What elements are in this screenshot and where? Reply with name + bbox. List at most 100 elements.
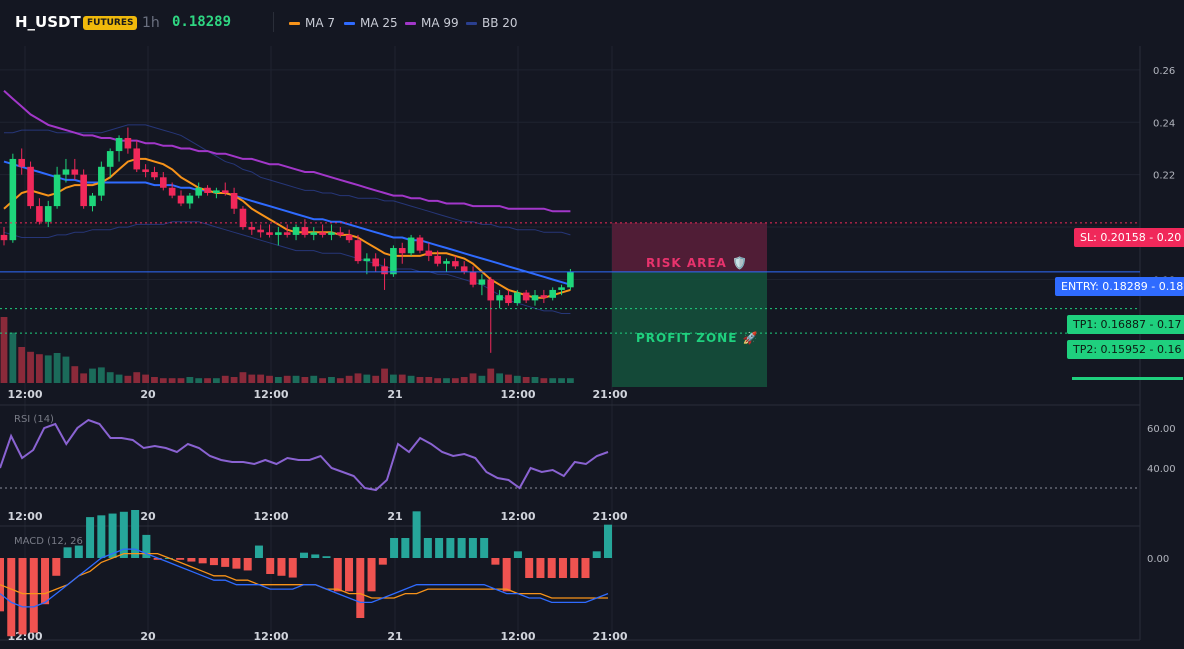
candle-body	[71, 169, 79, 175]
profit-zone-box	[612, 271, 767, 387]
timeframe-label[interactable]: 1h	[142, 15, 160, 31]
volume-bar	[213, 378, 220, 383]
volume-bar	[115, 374, 123, 383]
macd-histogram-bar	[480, 538, 489, 558]
futures-badge: FUTURES	[83, 16, 138, 30]
candle-body	[496, 295, 503, 301]
rsi-tick-label: 40.00	[1147, 464, 1176, 475]
candle-body	[310, 232, 318, 235]
macd-histogram-bar	[570, 558, 579, 578]
macd-histogram-bar	[86, 517, 95, 558]
candle-body	[443, 261, 450, 264]
bb-upper-line	[4, 124, 571, 236]
macd-histogram-bar	[254, 545, 263, 558]
macd-histogram-bar	[7, 558, 16, 637]
candle-body	[460, 266, 468, 272]
volume-bar	[283, 375, 291, 383]
macd-histogram-bar	[52, 558, 61, 576]
time-tick-label: 12:00	[500, 388, 535, 401]
volume-bar	[549, 378, 557, 383]
candle-body	[239, 208, 247, 228]
legend-ma7[interactable]: MA 7	[289, 16, 335, 30]
candle-body	[124, 137, 132, 149]
macd-histogram-bar	[142, 534, 151, 558]
candle-body	[168, 187, 176, 196]
candle-body	[53, 174, 61, 207]
legend-ma25[interactable]: MA 25	[344, 16, 398, 30]
volume-bar	[133, 372, 141, 383]
macd-histogram-bar	[119, 511, 128, 558]
legend-ma99[interactable]: MA 99	[405, 16, 459, 30]
volume-bar	[451, 378, 459, 383]
candle-body	[186, 195, 194, 204]
candle-body	[558, 287, 565, 290]
macd-histogram-bar	[333, 558, 342, 592]
volume-bar	[434, 378, 442, 383]
candle-body	[452, 261, 459, 267]
candle-body	[195, 187, 202, 196]
candle-body	[354, 240, 362, 262]
volume-bar	[398, 374, 406, 383]
ma7-swatch-icon	[289, 21, 300, 25]
rsi-tick-label: 60.00	[1147, 424, 1176, 435]
candle-body	[257, 229, 264, 233]
macd-histogram-bar	[153, 558, 162, 560]
volume-bar	[381, 368, 388, 383]
volume-bar	[9, 332, 17, 383]
volume-bar	[558, 378, 565, 383]
candlesticks	[0, 127, 574, 353]
volume-bar	[266, 375, 273, 383]
candle-body	[319, 232, 326, 235]
candle-body	[514, 292, 521, 304]
legend-bb20[interactable]: BB 20	[466, 16, 518, 30]
candle-body	[115, 137, 123, 152]
trade-levels	[0, 222, 1183, 387]
volume-bar	[62, 356, 70, 383]
volume-bar	[239, 372, 247, 383]
ma99-line	[3, 90, 571, 213]
macd-histogram-bar	[209, 558, 218, 566]
candle-body	[390, 248, 397, 275]
volume-bar	[292, 375, 300, 383]
macd-histogram-bar	[18, 558, 27, 635]
time-tick-label: 21:00	[592, 510, 627, 523]
volume-bar	[469, 373, 477, 383]
macd-histogram-bar	[221, 558, 230, 567]
time-tick-label: 20	[140, 630, 156, 643]
macd-histogram-bar	[502, 558, 511, 592]
time-tick-label: 21:00	[592, 630, 627, 643]
volume-bar	[567, 378, 574, 383]
volume-bar	[36, 354, 43, 383]
tp-marker-bar	[1072, 377, 1183, 380]
macd-panel: 0.00	[0, 510, 1169, 637]
volume-bar	[460, 377, 468, 383]
macd-histogram-bar	[277, 558, 286, 576]
macd-histogram-bar	[412, 511, 421, 558]
volume-bar	[18, 347, 26, 383]
macd-histogram-bar	[176, 558, 185, 560]
tp2-price-label: TP2: 0.15952 - 0.16	[1067, 340, 1184, 359]
candle-body	[372, 258, 379, 267]
bollinger-bands	[3, 124, 571, 314]
candle-body	[345, 234, 353, 241]
volume-bar	[151, 377, 158, 383]
volume-bar	[540, 378, 548, 383]
macd-histogram-bar	[401, 538, 410, 558]
profit-zone-label: PROFIT ZONE 🚀	[636, 331, 759, 345]
candle-body	[213, 190, 220, 193]
time-tick-label: 21	[387, 630, 402, 643]
macd-histogram-bar	[41, 558, 50, 605]
time-tick-label: 12:00	[500, 510, 535, 523]
macd-tick-label: 0.00	[1147, 554, 1169, 565]
volume-bar	[0, 317, 8, 383]
volume-bar	[354, 373, 362, 383]
volume-bar	[336, 378, 344, 383]
time-tick-label: 21	[387, 388, 402, 401]
candle-body	[522, 292, 530, 301]
candle-body	[337, 232, 344, 235]
volume-bar	[522, 377, 530, 383]
volume-bar	[195, 378, 203, 383]
volume-bar	[531, 377, 539, 383]
price-tick-label: 0.24	[1153, 118, 1175, 129]
